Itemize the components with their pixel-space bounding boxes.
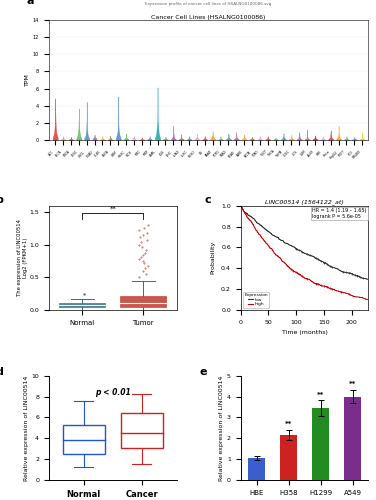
Text: p < 0.01: p < 0.01	[95, 388, 131, 397]
Text: HR = 1.4 (1.19 – 1.65)
logrank P = 5.6e-05: HR = 1.4 (1.19 – 1.65) logrank P = 5.6e-…	[312, 208, 367, 218]
Y-axis label: Probability: Probability	[211, 241, 215, 274]
X-axis label: Time (months): Time (months)	[282, 330, 327, 336]
Text: **: **	[349, 382, 356, 388]
Y-axis label: Relative expression of LINC00514: Relative expression of LINC00514	[24, 375, 29, 480]
Text: d: d	[0, 368, 3, 378]
Text: c: c	[205, 195, 211, 205]
Y-axis label: Relative expression of LINC00514: Relative expression of LINC00514	[219, 375, 224, 480]
Bar	[280, 435, 297, 480]
Y-axis label: TPM: TPM	[25, 74, 30, 86]
Text: **: **	[285, 422, 292, 428]
Y-axis label: The expression of LINC00514
Log2 (FPKM+1): The expression of LINC00514 Log2 (FPKM+1…	[17, 220, 28, 296]
Text: a: a	[26, 0, 34, 6]
Legend: low, high: low, high	[243, 292, 269, 308]
FancyBboxPatch shape	[121, 413, 163, 448]
Text: e: e	[200, 368, 207, 378]
FancyBboxPatch shape	[63, 424, 105, 454]
Text: Expression profile of cancer cell lines of HSALNG0100086.svg: Expression profile of cancer cell lines …	[146, 2, 272, 6]
Bar	[344, 396, 361, 480]
Bar	[248, 458, 265, 480]
Bar	[312, 408, 329, 480]
Text: **: **	[109, 206, 116, 212]
Text: b: b	[0, 195, 3, 205]
FancyBboxPatch shape	[59, 304, 106, 308]
Title: Cancer Cell Lines (HSALNG0100086): Cancer Cell Lines (HSALNG0100086)	[152, 14, 266, 20]
FancyBboxPatch shape	[120, 296, 166, 308]
Title: LINC00514 (1564122_at): LINC00514 (1564122_at)	[265, 199, 344, 204]
Text: **: **	[317, 392, 324, 398]
